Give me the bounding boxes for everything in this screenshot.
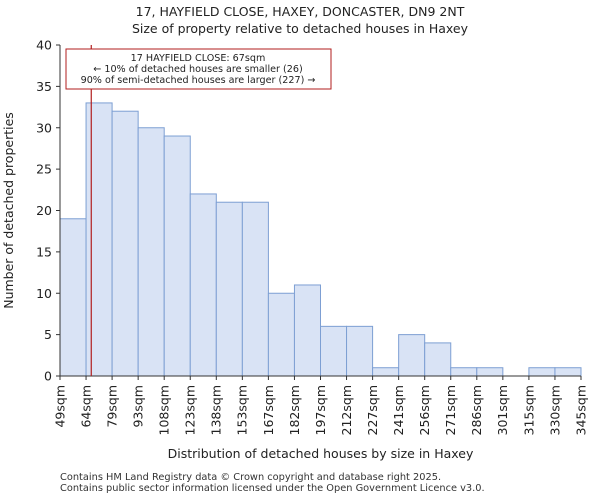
annotation-frame xyxy=(65,48,332,90)
x-tick-label: 167sqm xyxy=(261,385,276,435)
annotation-line-2: ← 10% of detached houses are smaller (26… xyxy=(93,64,302,75)
bar-138sqm xyxy=(215,201,243,377)
bar-227sqm xyxy=(372,367,400,377)
x-axis-label: Distribution of detached houses by size … xyxy=(168,446,474,461)
bar-79sqm xyxy=(111,110,139,377)
bar-212sqm xyxy=(346,325,374,377)
x-tick-label: 79sqm xyxy=(104,385,119,428)
y-ticks-group: 0 5 10 15 20 25 30 35 40 xyxy=(36,38,60,384)
chart-subtitle: Size of property relative to detached ho… xyxy=(131,21,469,36)
x-tick-label: 241sqm xyxy=(391,385,406,435)
x-tick-label: 93sqm xyxy=(131,385,146,428)
bar-49sqm xyxy=(59,218,87,377)
x-tick-label: 286sqm xyxy=(469,385,484,435)
y-tick-label: 10 xyxy=(36,286,52,301)
y-tick-label: 15 xyxy=(36,244,52,259)
bar-330sqm xyxy=(554,367,582,377)
annotation-box: 17 HAYFIELD CLOSE: 67sqm ← 10% of detach… xyxy=(65,48,332,90)
bar-315sqm xyxy=(528,367,556,377)
y-tick-label: 25 xyxy=(36,162,52,177)
bar-197sqm xyxy=(320,325,348,377)
y-tick-label: 30 xyxy=(36,120,52,135)
footer: Contains HM Land Registry data © Crown c… xyxy=(60,472,485,494)
x-tick-label: 330sqm xyxy=(547,385,562,435)
chart-title: 17, HAYFIELD CLOSE, HAXEY, DONCASTER, DN… xyxy=(135,4,465,19)
bar-153sqm xyxy=(241,201,269,377)
x-tick-label: 49sqm xyxy=(52,385,67,428)
x-tick-label: 315sqm xyxy=(521,385,536,435)
bar-167sqm xyxy=(267,292,295,377)
footer-line-1: Contains HM Land Registry data © Crown c… xyxy=(60,472,442,483)
bar-241sqm xyxy=(398,334,426,377)
y-tick-label: 0 xyxy=(44,369,52,384)
x-tick-label: 123sqm xyxy=(183,385,198,435)
x-tick-label: 227sqm xyxy=(365,385,380,435)
bars-group xyxy=(59,102,582,377)
y-tick-label: 5 xyxy=(44,327,52,342)
x-tick-label: 153sqm xyxy=(235,385,250,435)
y-tick-label: 35 xyxy=(36,79,52,94)
x-tick-label: 138sqm xyxy=(209,385,224,435)
x-tick-label: 212sqm xyxy=(339,385,354,435)
x-tick-label: 108sqm xyxy=(157,385,172,435)
bar-93sqm xyxy=(137,127,165,377)
x-tick-label: 64sqm xyxy=(78,385,93,428)
annotation-line-1: 17 HAYFIELD CLOSE: 67sqm xyxy=(131,53,266,64)
bar-271sqm xyxy=(450,367,478,377)
x-tick-label: 301sqm xyxy=(495,385,510,435)
annotation-line-3: 90% of semi-detached houses are larger (… xyxy=(81,75,316,86)
bar-182sqm xyxy=(293,284,322,377)
x-tick-label: 197sqm xyxy=(313,385,328,435)
x-tick-label: 271sqm xyxy=(443,385,458,435)
y-axis-label: Number of detached properties xyxy=(1,112,16,309)
bar-123sqm xyxy=(189,193,217,377)
bar-108sqm xyxy=(163,135,191,377)
footer-line-2: Contains public sector information licen… xyxy=(60,483,485,494)
chart-title-block: 17, HAYFIELD CLOSE, HAXEY, DONCASTER, DN… xyxy=(0,3,600,37)
y-tick-label: 20 xyxy=(36,203,52,218)
x-ticks-group: 49sqm 64sqm 79sqm 93sqm 108sqm 123sqm 138sqm 15… xyxy=(52,376,588,435)
bar-256sqm xyxy=(424,342,452,377)
y-tick-label: 40 xyxy=(36,38,52,53)
bar-64sqm xyxy=(85,102,113,377)
bar-286sqm xyxy=(476,367,504,377)
x-tick-label: 345sqm xyxy=(573,385,588,435)
x-tick-label: 256sqm xyxy=(417,385,432,435)
x-tick-label: 182sqm xyxy=(287,385,302,435)
